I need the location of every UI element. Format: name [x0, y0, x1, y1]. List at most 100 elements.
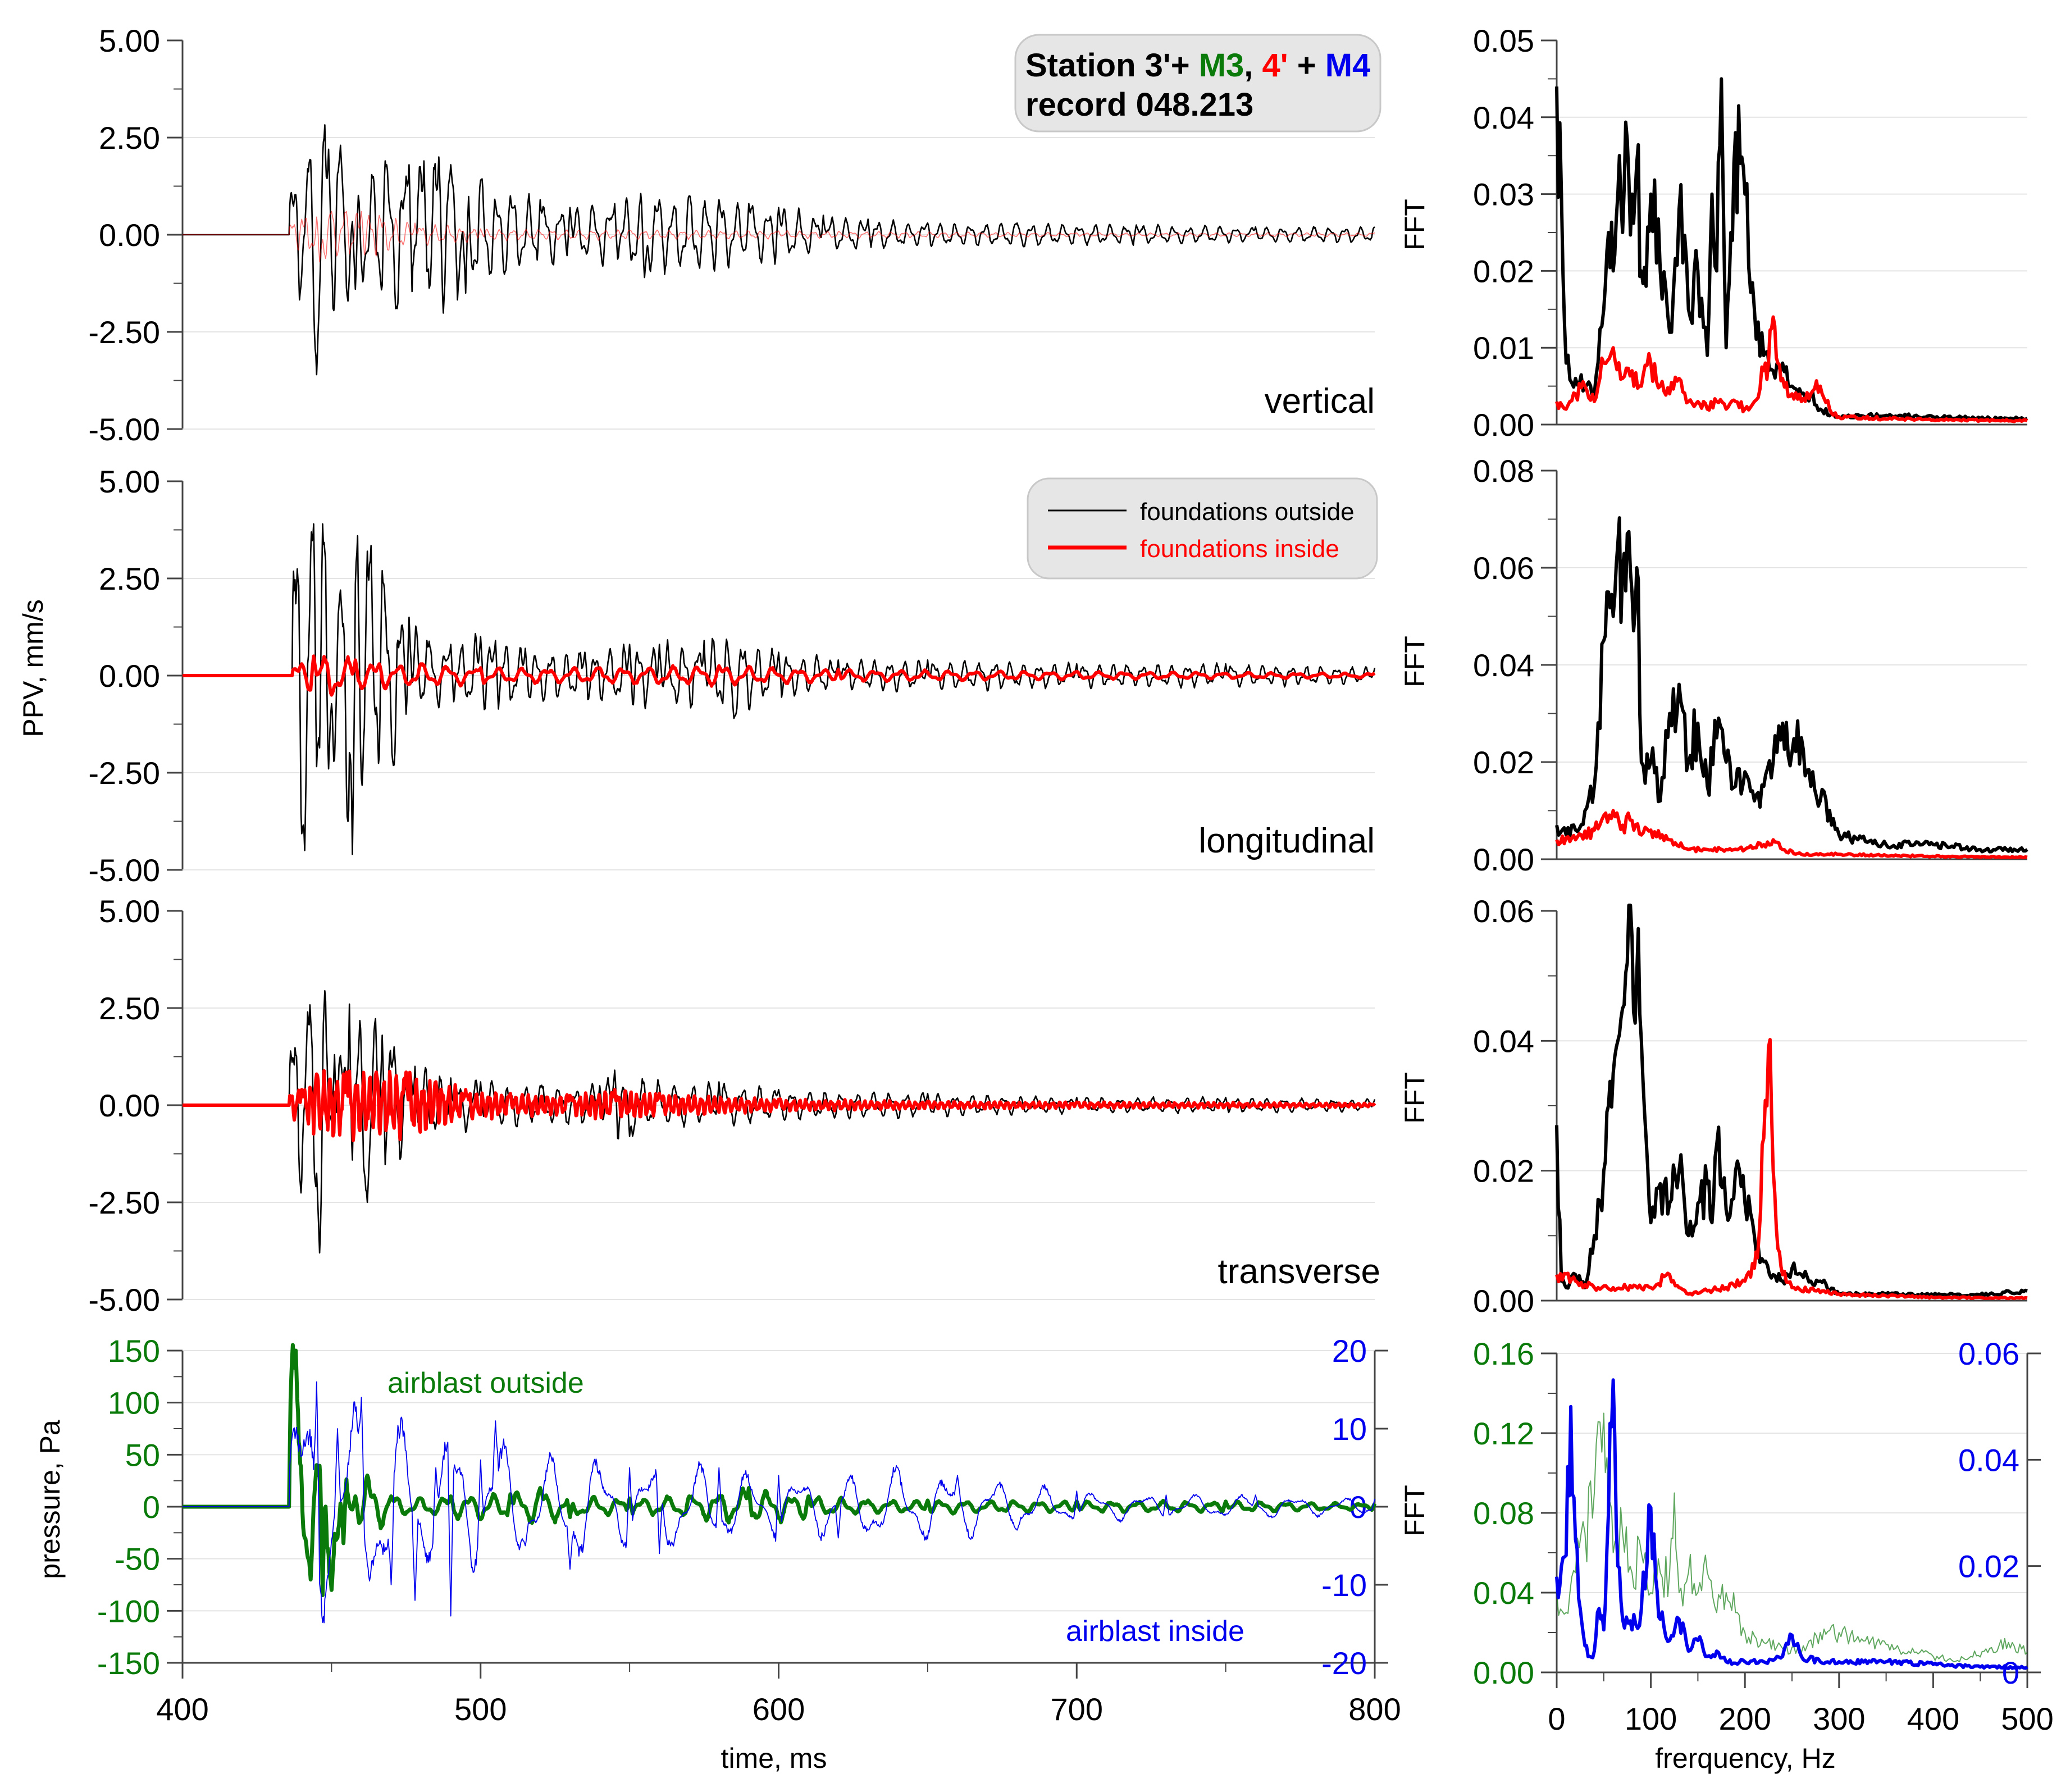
y2-tick-label: 0 [2002, 1655, 2019, 1690]
longitudinal-axes: 5.00 2.50 0.00 -2.50 -5.00 [88, 464, 1375, 888]
station-title-part: M3 [1199, 47, 1244, 84]
x-tick-label: 400 [156, 1691, 208, 1727]
fft-airblast-axes: 0.16 0.12 0.08 0.04 0.00 0.06 0.04 0.02 0 0 100 200… [1473, 1336, 2054, 1736]
y-tick-label: 0.00 [1473, 1655, 1534, 1690]
fft-vertical-axes: 0.05 0.04 0.03 0.02 0.01 0.00 [1473, 23, 2027, 443]
station-title: Station 3'+ M3, 4' + M4 [1025, 47, 1370, 84]
fft-airblast-series-airblast-inside [1555, 1378, 2028, 1670]
transverse-series-foundations-outside [183, 990, 1376, 1254]
x-tick-label: 0 [1548, 1701, 1565, 1736]
fft-axis-label-2: FFT [1399, 636, 1430, 687]
y-tick-label: 0 [143, 1489, 160, 1525]
vertical-axes: 5.00 2.50 0.00 -2.50 -5.00 [88, 23, 1375, 447]
fft-vertical-panel: 0.05 0.04 0.03 0.02 0.01 0.00 [1473, 23, 2028, 443]
y-tick-label: 0.08 [1473, 1495, 1534, 1531]
fft-longitudinal-axes: 0.08 0.06 0.04 0.02 0.00 [1473, 453, 2027, 877]
fft-longitudinal-series-foundations-inside [1555, 809, 2028, 860]
x-tick-label: 700 [1051, 1691, 1103, 1727]
fft-longitudinal-series-foundations-outside [1555, 516, 2028, 854]
transverse-axes: 5.00 2.50 0.00 -2.50 -5.00 [88, 893, 1375, 1317]
y2-tick-label: -10 [1321, 1567, 1367, 1603]
y2-tick-label: 10 [1332, 1411, 1367, 1447]
y2-tick-label: -20 [1321, 1645, 1367, 1681]
x-tick-label: 200 [1718, 1701, 1771, 1736]
legend: foundations outside foundations inside [1027, 477, 1378, 580]
fft-airblast-series-airblast-outside [1556, 1412, 2028, 1663]
y-tick-label: 50 [125, 1437, 160, 1472]
y-tick-label: 0.06 [1473, 550, 1534, 586]
y-tick-label: 0.02 [1473, 745, 1534, 780]
vertical-title: vertical [1265, 382, 1375, 421]
x-tick-label: 800 [1348, 1691, 1401, 1727]
y-tick-label: -2.50 [88, 314, 160, 350]
y2-tick-label: 0.04 [1958, 1442, 2019, 1478]
fft-transverse-series-foundations-inside [1555, 1038, 2028, 1301]
fft-vertical-series-foundations-inside [1555, 315, 2028, 423]
y2-tick-label: 0.02 [1958, 1549, 2019, 1584]
ppv-axis-label: PPV, mm/s [17, 599, 49, 737]
station-title-part: , [1244, 47, 1262, 84]
x-tick-label: 500 [454, 1691, 507, 1727]
vertical-series-foundations-inside [183, 211, 1375, 263]
y-tick-label: 0.00 [1473, 842, 1534, 877]
y-tick-label: 0.00 [99, 1088, 160, 1123]
fft-axis-label-3: FFT [1399, 1072, 1430, 1124]
y-tick-label: 0.00 [1473, 1283, 1534, 1319]
y-tick-label: 0.16 [1473, 1336, 1534, 1371]
airblast-inside-label: airblast inside [1066, 1615, 1244, 1648]
y-tick-label: -150 [97, 1645, 160, 1681]
y-tick-label: 0.04 [1473, 1575, 1534, 1611]
y-tick-label: -5.00 [88, 1282, 160, 1317]
legend-outside-label: foundations outside [1140, 498, 1355, 526]
transverse-title: transverse [1218, 1252, 1380, 1291]
fft-vertical-series-foundations-outside [1555, 77, 2028, 422]
y-tick-label: 0.02 [1473, 1153, 1534, 1189]
transverse-series-foundations-inside [181, 1069, 1376, 1142]
frequency-axis-label: frerquency, Hz [1655, 1743, 1835, 1774]
station-title-part: 4' [1262, 47, 1288, 84]
y-tick-label: 5.00 [99, 464, 160, 499]
vertical-panel: 5.00 2.50 0.00 -2.50 -5.00 [88, 23, 1375, 447]
longitudinal-series-foundations-inside [181, 654, 1376, 697]
y-tick-label: 0.00 [1473, 407, 1534, 443]
pressure-axis-label: pressure, Pa [34, 1420, 66, 1579]
y-tick-label: -5.00 [88, 852, 160, 888]
fft-transverse-panel: 0.06 0.04 0.02 0.00 [1473, 893, 2028, 1319]
fft-transverse-axes: 0.06 0.04 0.02 0.00 [1473, 893, 2027, 1319]
y-tick-label: 0.03 [1473, 177, 1534, 212]
y-tick-label: 0.00 [99, 217, 160, 253]
y-tick-label: 0.12 [1473, 1416, 1534, 1451]
y2-tick-label: 0.06 [1958, 1336, 2019, 1371]
y-tick-label: 0.02 [1473, 253, 1534, 289]
y-tick-label: 150 [108, 1333, 160, 1369]
y2-tick-label: 20 [1332, 1333, 1367, 1369]
y-tick-label: 0.08 [1473, 453, 1534, 489]
fft-axis-label-1: FFT [1399, 199, 1430, 250]
record-label: record 048.213 [1025, 86, 1253, 123]
transverse-panel: 5.00 2.50 0.00 -2.50 -5.00 [88, 893, 1376, 1317]
airblast-series-airblast-outside [181, 1343, 1377, 1597]
y-tick-label: 5.00 [99, 893, 160, 929]
y-tick-label: 2.50 [99, 120, 160, 156]
airblast-series-airblast-inside [183, 1381, 1375, 1624]
y-tick-label: 2.50 [99, 561, 160, 596]
y-tick-label: -2.50 [88, 1185, 160, 1220]
x-tick-label: 600 [753, 1691, 805, 1727]
fft-longitudinal-panel: 0.08 0.06 0.04 0.02 0.00 [1473, 453, 2028, 877]
longitudinal-title: longitudinal [1198, 822, 1375, 860]
y-tick-label: 0.01 [1473, 330, 1534, 366]
y-tick-label: -100 [97, 1593, 160, 1629]
y-tick-label: -5.00 [88, 412, 160, 447]
y-tick-label: 0.05 [1473, 23, 1534, 58]
fft-airblast-panel: 0.16 0.12 0.08 0.04 0.00 0.06 0.04 0.02 0 0 100 200… [1473, 1336, 2054, 1736]
station-title-part: + [1288, 47, 1325, 84]
y-tick-label: 5.00 [99, 23, 160, 58]
y-tick-label: -50 [115, 1542, 160, 1577]
y-tick-label: 0.04 [1473, 1023, 1534, 1059]
legend-inside-label: foundations inside [1140, 535, 1339, 563]
station-title-part: Station 3'+ [1025, 47, 1199, 84]
y-tick-label: 2.50 [99, 991, 160, 1026]
x-tick-label: 100 [1625, 1701, 1677, 1736]
longitudinal-panel: 5.00 2.50 0.00 -2.50 -5.00 [88, 464, 1376, 888]
